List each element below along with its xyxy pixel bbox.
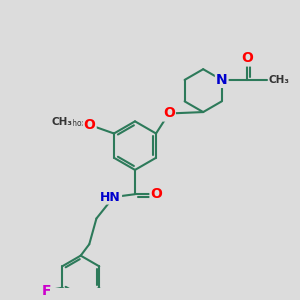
Text: HN: HN: [100, 190, 121, 204]
Text: CH₃: CH₃: [269, 75, 290, 85]
Text: N: N: [216, 73, 227, 87]
Text: F: F: [42, 284, 51, 298]
Text: O: O: [151, 187, 162, 201]
Text: O: O: [242, 52, 254, 65]
Text: CH₃: CH₃: [52, 117, 73, 127]
Text: O: O: [163, 106, 175, 121]
Text: methoxy: methoxy: [57, 119, 91, 128]
Text: O: O: [84, 118, 96, 132]
